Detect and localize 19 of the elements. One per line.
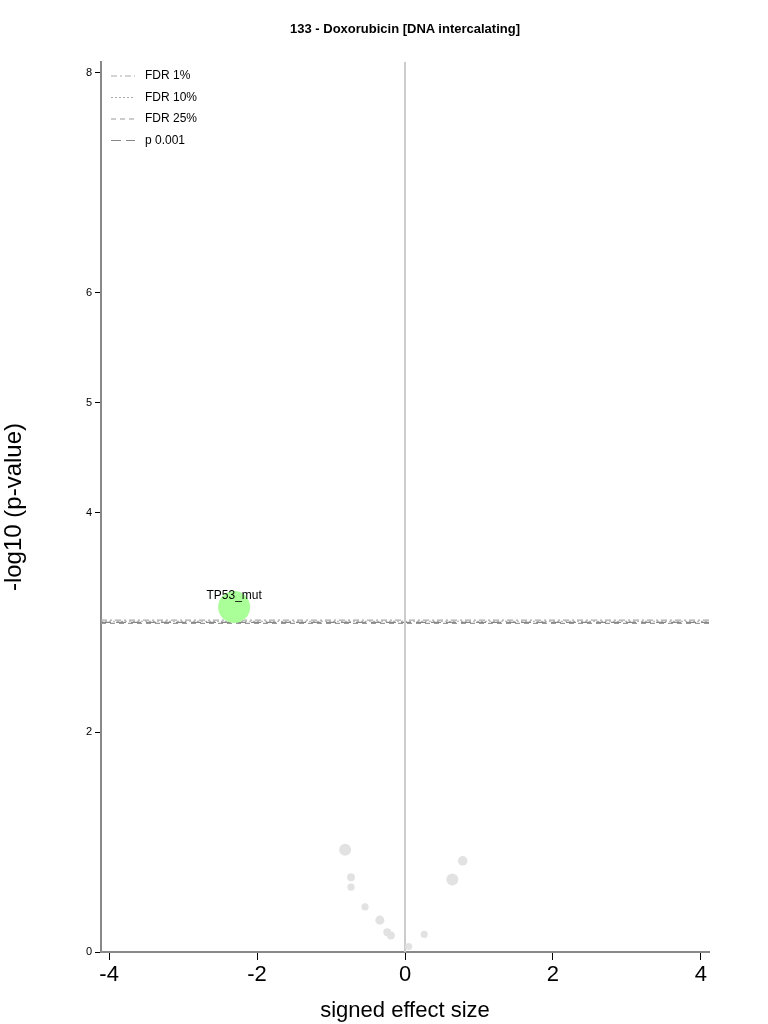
annotation: TP53_mut xyxy=(206,588,263,603)
x-tick-label: -2 xyxy=(247,961,267,987)
x-tick-label: -4 xyxy=(99,961,119,987)
legend-label: FDR 25% xyxy=(145,111,198,126)
chart-title: 133 - Doxorubicin [DNA intercalating] xyxy=(290,20,520,36)
legend-label: FDR 10% xyxy=(145,89,198,104)
y-tick-label: 6 xyxy=(85,285,92,298)
x-tick-label: 0 xyxy=(398,961,412,987)
y-tick-label: 2 xyxy=(85,725,92,738)
y-tick-label: 4 xyxy=(85,505,92,518)
x-tick-label: 4 xyxy=(694,961,707,987)
x-tick-label: 2 xyxy=(546,961,560,987)
legend-label: FDR 1% xyxy=(145,68,191,83)
legend-label: p 0.001 xyxy=(145,132,186,147)
x-axis-title: signed effect size xyxy=(320,996,490,1022)
y-tick-label: 8 xyxy=(85,66,92,79)
y-axis-title: -log10 (p-value) xyxy=(0,422,27,592)
y-tick-label: 0 xyxy=(85,945,92,958)
y-tick-label: 5 xyxy=(85,395,92,408)
